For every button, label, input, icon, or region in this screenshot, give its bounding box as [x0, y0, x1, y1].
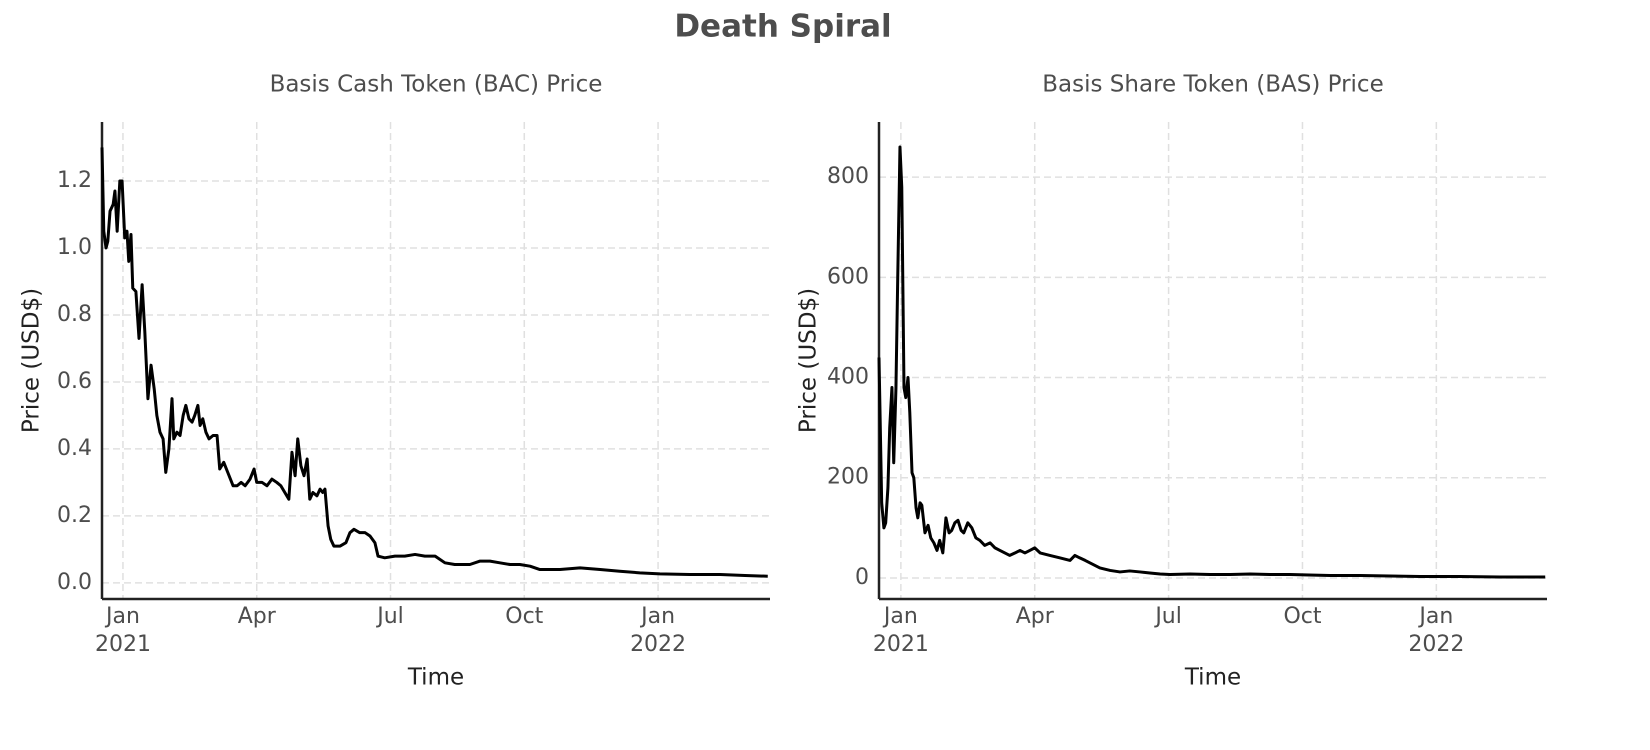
price-line: [877, 145, 1546, 579]
y-tick-label: 800: [827, 164, 869, 189]
y-tick-label: 0.2: [57, 503, 92, 528]
x-tick-label: Apr: [1016, 604, 1055, 629]
y-tick-label: 0: [855, 565, 869, 590]
y-tick-label: 200: [827, 465, 869, 490]
x-tick-label: Jul: [1153, 604, 1182, 629]
x-tick-label: Jan 2022: [1408, 604, 1464, 657]
y-tick-label: 600: [827, 264, 869, 289]
x-tick-label: Jul: [375, 604, 404, 629]
subplot-title: Basis Cash Token (BAC) Price: [270, 72, 603, 98]
figure-title: Death Spiral: [674, 9, 891, 45]
price-line: [100, 147, 768, 578]
x-tick-label: Oct: [1283, 604, 1321, 629]
x-axis-label: Time: [407, 665, 464, 691]
y-tick-label: 0.8: [57, 302, 92, 327]
y-axis-label: Price (USD$): [19, 288, 45, 433]
x-axis-label: Time: [1184, 665, 1241, 691]
y-tick-label: 0.6: [57, 369, 92, 394]
y-tick-label: 400: [827, 365, 869, 390]
y-tick-label: 0.4: [57, 436, 92, 461]
x-tick-label: Jan 2021: [873, 604, 929, 657]
subplot-title: Basis Share Token (BAS) Price: [1042, 72, 1383, 98]
y-axis-label: Price (USD$): [796, 288, 822, 433]
x-tick-label: Jan 2022: [630, 604, 686, 657]
x-tick-label: Jan 2021: [95, 604, 151, 657]
y-tick-label: 1.2: [57, 168, 92, 193]
y-tick-label: 0.0: [57, 570, 92, 595]
x-tick-label: Apr: [238, 604, 277, 629]
x-tick-label: Oct: [505, 604, 543, 629]
y-tick-label: 1.0: [57, 235, 92, 260]
